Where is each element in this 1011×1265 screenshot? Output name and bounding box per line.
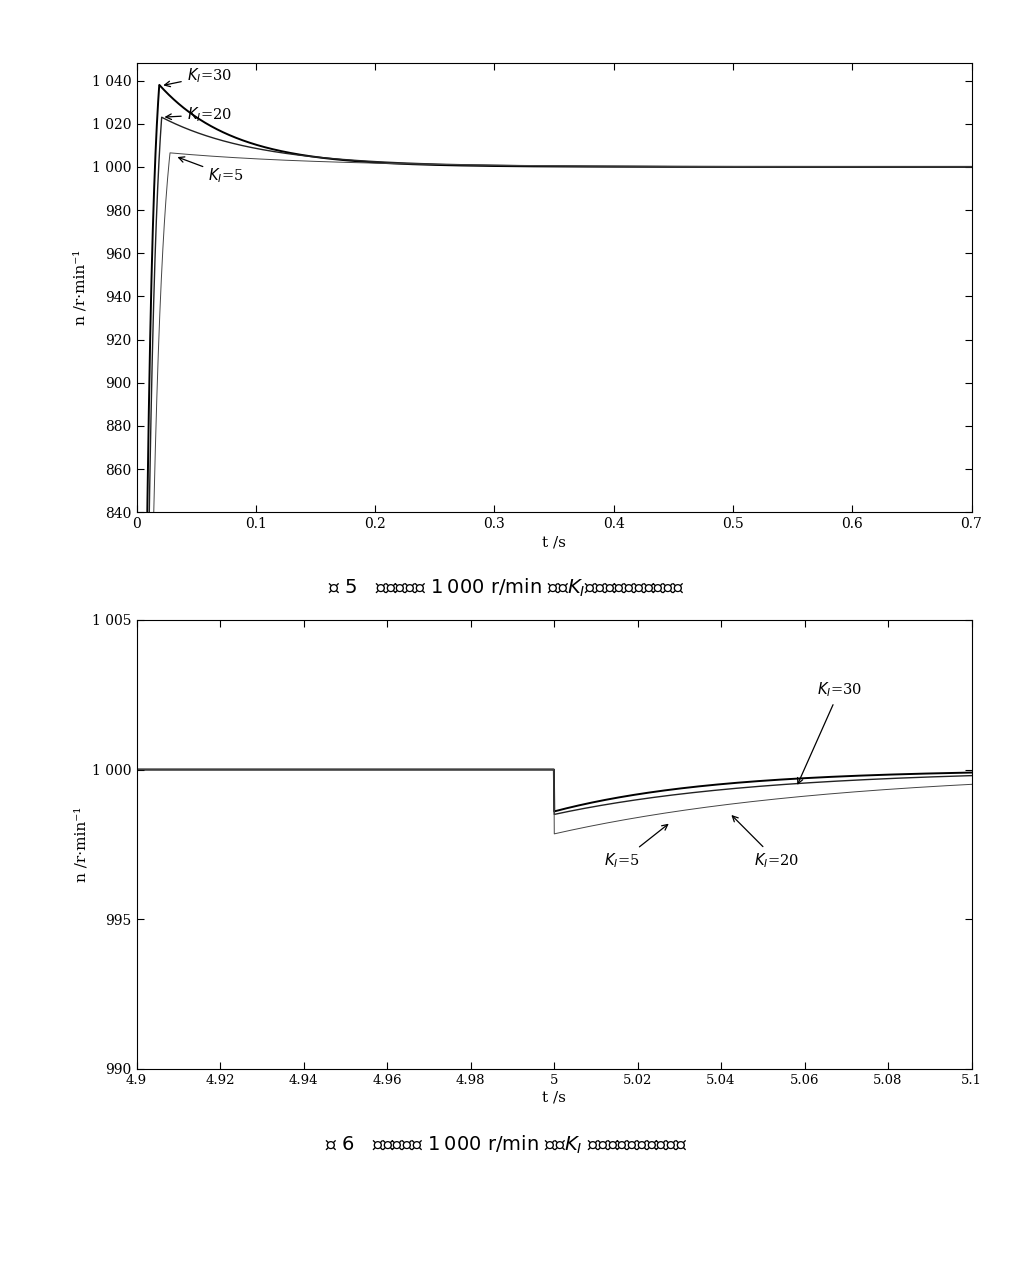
Text: $K_I$=5: $K_I$=5 xyxy=(604,825,667,870)
Text: 图 6   给定速度为 1 000 r/min 时，$K_I$ 变化时的抗扰性能对比: 图 6 给定速度为 1 000 r/min 时，$K_I$ 变化时的抗扰性能对比 xyxy=(325,1133,686,1156)
Text: $K_I$=20: $K_I$=20 xyxy=(732,816,799,870)
X-axis label: t /s: t /s xyxy=(542,535,565,549)
Text: $K_I$=30: $K_I$=30 xyxy=(797,681,861,784)
Text: $K_I$=30: $K_I$=30 xyxy=(165,67,232,87)
Y-axis label: n /r·min⁻¹: n /r·min⁻¹ xyxy=(74,250,88,325)
Y-axis label: n /r·min⁻¹: n /r·min⁻¹ xyxy=(74,807,88,882)
X-axis label: t /s: t /s xyxy=(542,1090,565,1104)
Text: 图 5   给定速度为 1 000 r/min 时，$K_I$变化时的起动性能对比: 图 5 给定速度为 1 000 r/min 时，$K_I$变化时的起动性能对比 xyxy=(328,577,683,600)
Text: $K_I$=20: $K_I$=20 xyxy=(166,105,232,124)
Text: $K_I$=5: $K_I$=5 xyxy=(179,157,244,185)
